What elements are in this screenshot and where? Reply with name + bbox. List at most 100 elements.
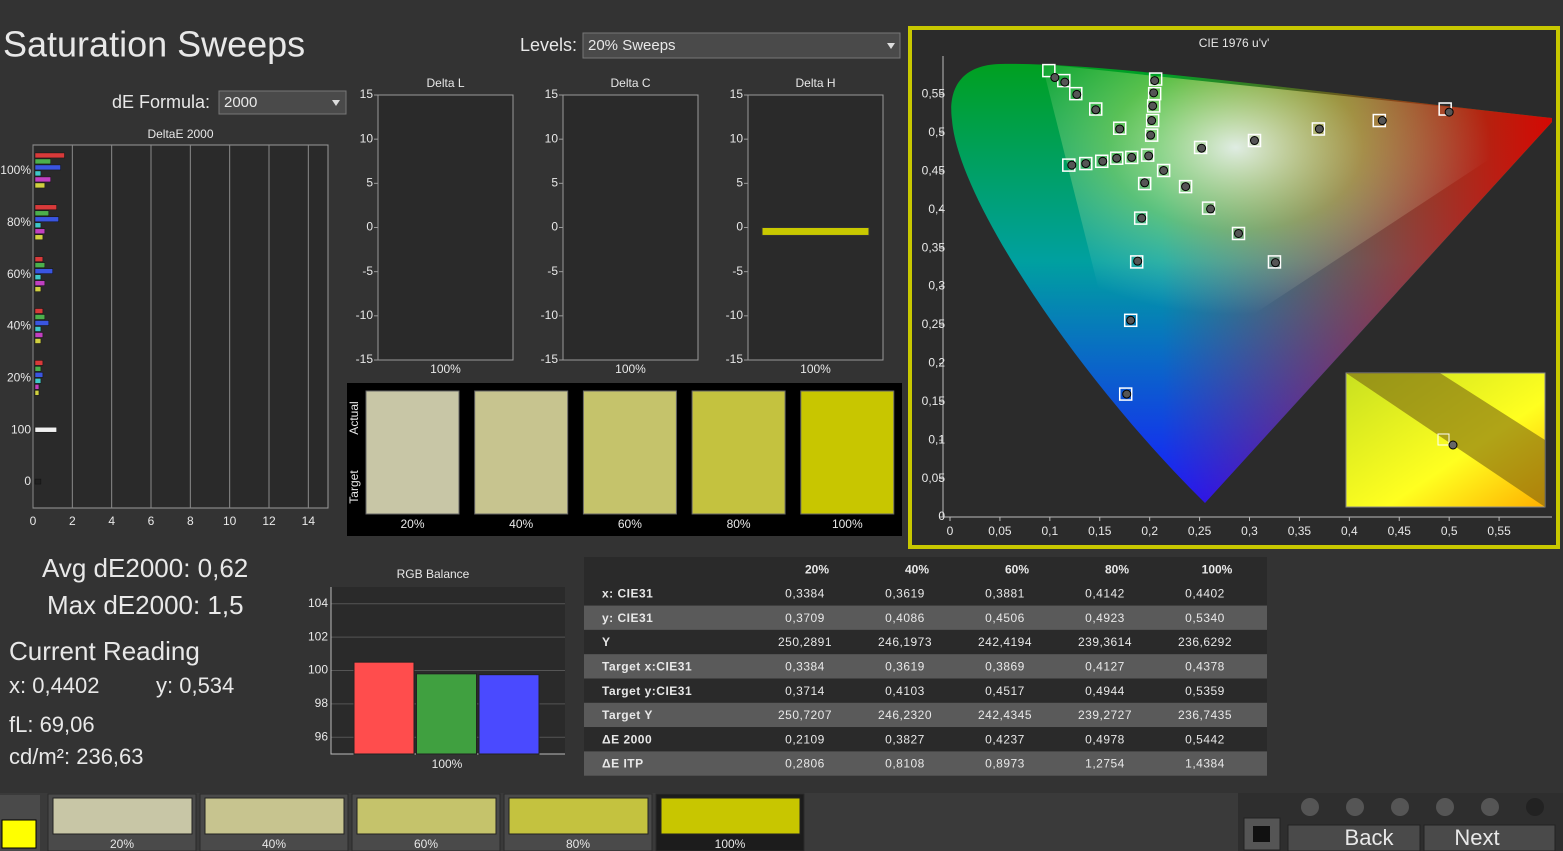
bar (34, 228, 46, 235)
y-tick-label: 60% (7, 267, 31, 281)
table-cell: 0,4086 (885, 611, 925, 625)
table-cell: 0,4103 (885, 684, 925, 698)
column-header: 40% (905, 562, 929, 576)
actual-point (1150, 76, 1160, 86)
formula-value: 2000 (224, 94, 257, 111)
row-header: Target Y (602, 708, 653, 722)
table-cell: 0,3714 (785, 684, 825, 698)
table-cell: 250,7207 (778, 708, 832, 722)
actual-point (1197, 143, 1207, 153)
bar (34, 314, 46, 320)
control-button[interactable] (1301, 798, 1319, 816)
table-cell: 1,2754 (1085, 757, 1125, 771)
actual-point (1081, 159, 1091, 169)
plot-area (32, 144, 329, 509)
footer-swatch (52, 797, 193, 835)
swatch-label: 100% (832, 517, 863, 531)
actual-point (1098, 156, 1108, 166)
actual-point (1444, 107, 1454, 117)
next-label: Next (1454, 825, 1499, 850)
x-tick-label: 0,4 (1341, 524, 1358, 538)
table-cell: 0,5359 (1185, 684, 1225, 698)
control-button[interactable] (1391, 798, 1409, 816)
actual-point (1149, 88, 1159, 98)
x-tick-label: 0,2 (1141, 524, 1158, 538)
y-tick-label: 40% (7, 319, 31, 333)
y-tick-label: -15 (356, 352, 374, 366)
target-point (1178, 179, 1193, 194)
y-tick-label: 0,05 (922, 471, 946, 485)
y-tick-label: 0 (736, 220, 743, 234)
levels-value: 20% Sweeps (588, 37, 676, 54)
row-header: ΔE ITP (602, 757, 644, 771)
target-point (1231, 226, 1246, 241)
control-button[interactable] (1436, 798, 1454, 816)
target-point (1311, 122, 1326, 136)
y-tick-label: 0,35 (922, 240, 946, 254)
target-point (1147, 86, 1162, 101)
table-cell: 0,5442 (1185, 732, 1225, 746)
back-button[interactable] (1287, 824, 1421, 851)
y-tick-label: 102 (308, 629, 328, 643)
control-button[interactable] (1346, 798, 1364, 816)
footer-label: 100% (715, 837, 746, 851)
color-swatch (800, 390, 895, 515)
actual-point (1126, 315, 1136, 325)
table-cell: 246,2320 (878, 708, 932, 722)
bar (34, 426, 57, 433)
column-header: 60% (1005, 562, 1029, 576)
y-tick-label: 0,45 (922, 163, 946, 177)
x-tick-label: 100% (800, 362, 831, 376)
table-cell: 239,2727 (1078, 708, 1132, 722)
y-tick-label: 10 (360, 131, 374, 145)
table-cell: 0,3869 (985, 660, 1025, 674)
y-tick-label: 0,5 (928, 125, 945, 139)
footer-label: 80% (566, 837, 590, 851)
next-button[interactable] (1423, 824, 1556, 851)
bar (34, 182, 46, 189)
formula-dropdown[interactable] (218, 90, 347, 115)
actual-point (1146, 130, 1156, 140)
bar (34, 332, 44, 338)
target-point (1109, 151, 1124, 165)
actual-point (1270, 258, 1280, 268)
table-cell: 236,6292 (1178, 635, 1232, 649)
actual-point (1050, 73, 1060, 83)
row-label: Target (347, 470, 361, 504)
footer-swatch (660, 797, 801, 835)
levels-label: Levels: (520, 35, 577, 55)
swatch-label: 40% (509, 517, 533, 531)
y-tick-label: 15 (545, 87, 559, 101)
y-tick-label: 15 (360, 87, 374, 101)
y-tick-label: 0 (24, 474, 31, 488)
y-tick-label: 5 (736, 176, 743, 190)
chart-title: Delta L (426, 76, 464, 90)
table-cell: 0,3384 (785, 587, 825, 601)
actual-point (1206, 204, 1216, 214)
x-tick-label: 0,5 (1441, 524, 1458, 538)
table-cell: 0,3709 (785, 611, 825, 625)
target-point (1094, 154, 1109, 169)
column-header: 80% (1105, 562, 1129, 576)
bar (34, 308, 44, 314)
dropdown-arrow (332, 100, 340, 106)
y-tick-label: 0,4 (928, 202, 945, 216)
bar (34, 320, 50, 326)
actual-point (1137, 213, 1147, 223)
bar (761, 227, 870, 236)
bar (34, 222, 42, 229)
bar (34, 234, 44, 241)
bar (34, 338, 42, 344)
actual-point (1314, 124, 1324, 134)
zoom-target (1437, 433, 1450, 446)
bar (34, 176, 51, 183)
target-point (1079, 156, 1093, 171)
target-point (1156, 163, 1171, 178)
levels-dropdown[interactable] (582, 32, 901, 59)
table-cell: 236,7435 (1178, 708, 1232, 722)
table-cell: 0,3384 (785, 660, 825, 674)
row-header: x: CIE31 (602, 587, 653, 601)
control-button[interactable] (1526, 798, 1544, 816)
y-tick-label: -10 (356, 308, 374, 322)
control-button[interactable] (1481, 798, 1499, 816)
